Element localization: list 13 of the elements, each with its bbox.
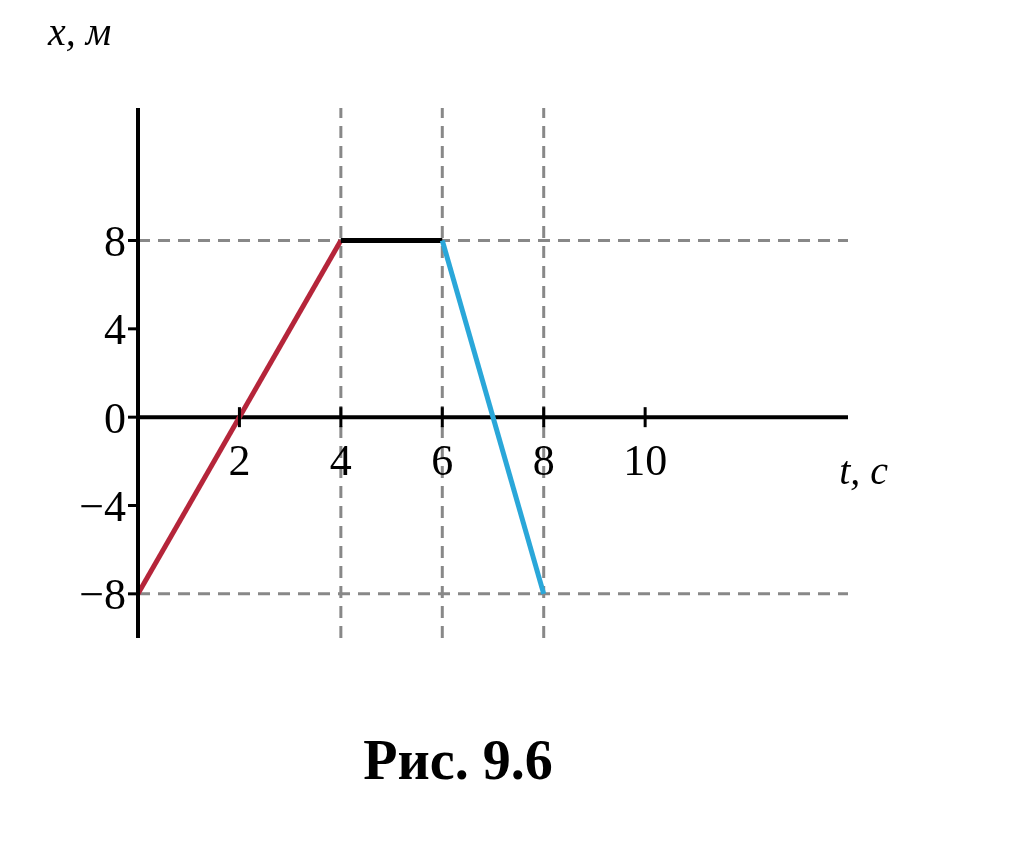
x-axis-title: t, с: [839, 447, 888, 495]
x-tick-label: 4: [329, 436, 352, 486]
y-tick-label: 8: [104, 217, 126, 267]
y-tick-label: 4: [104, 305, 126, 355]
x-tick-label: 8: [532, 436, 555, 486]
x-tick-label: 10: [623, 436, 668, 486]
y-axis-title: x, м: [48, 8, 112, 55]
x-tick-label: 2: [228, 436, 251, 486]
y-tick-label: −8: [79, 570, 126, 620]
y-tick-label: 0: [104, 393, 126, 443]
text: Рис. 9.6: [362, 728, 554, 792]
x-tick-label: 6: [431, 436, 454, 486]
y-tick-label: −4: [79, 482, 126, 532]
